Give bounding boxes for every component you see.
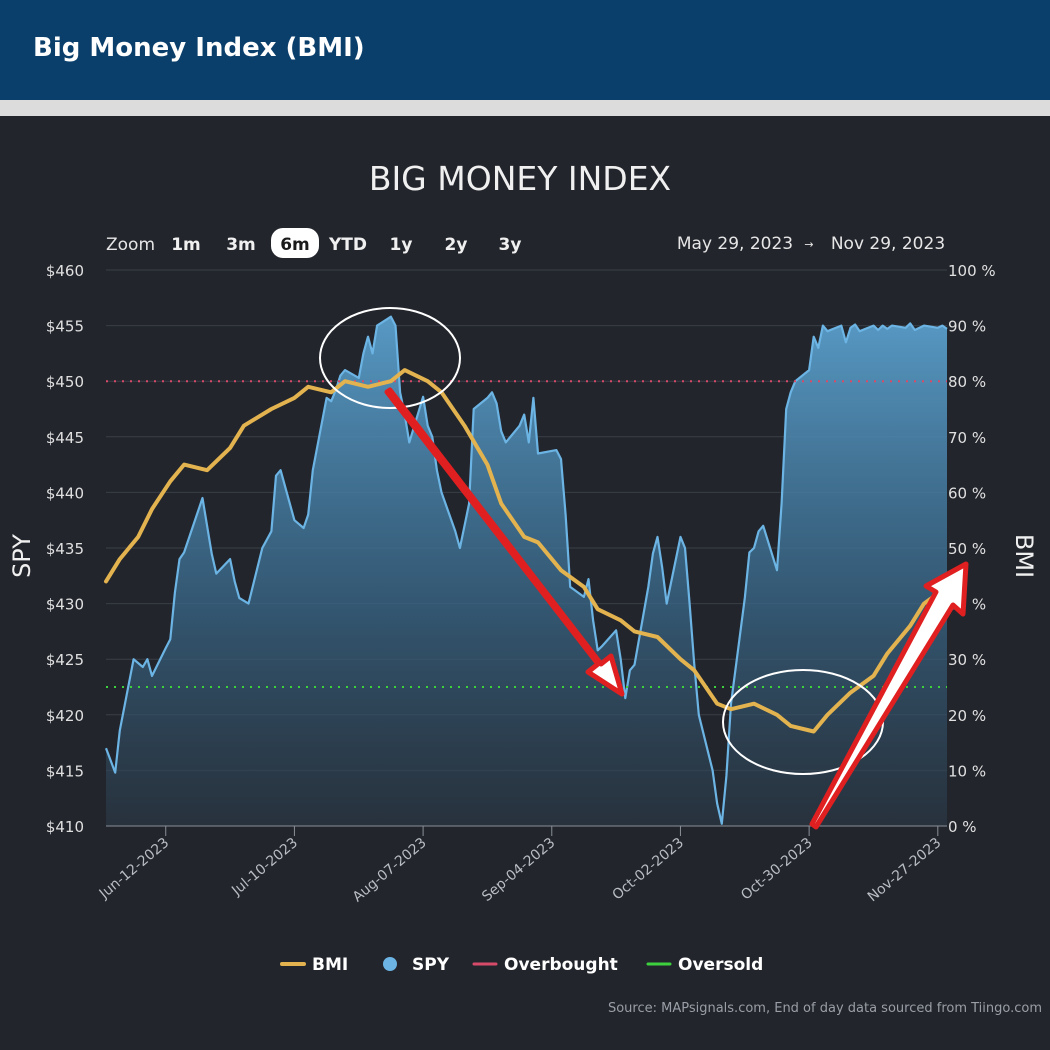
- range-arrow: →: [804, 238, 813, 251]
- annotation-arrow-down: [384, 387, 625, 697]
- source-note: Source: MAPsignals.com, End of day data …: [608, 1001, 1042, 1016]
- x-tick-label: Jun-12-2023: [96, 835, 172, 903]
- y2-tick-label: 60 %: [948, 484, 986, 502]
- y-axis-label: SPY: [8, 534, 36, 578]
- zoom-buttons: 1m 3m 6m YTD 1y 2y 3y: [171, 228, 521, 258]
- header-divider: [0, 100, 1050, 116]
- chart-title: BIG MONEY INDEX: [369, 159, 671, 198]
- annotation-layer: [319, 307, 969, 830]
- bmi-chart: BIG MONEY INDEX Zoom 1m 3m 6m YTD 1y 2y 3y May…: [8, 159, 1042, 1016]
- range-start-date[interactable]: May 29, 2023: [677, 234, 793, 254]
- y2-tick-label: 50 %: [948, 540, 986, 558]
- y-tick-label: $410: [46, 818, 84, 836]
- annotation-arrow-up: [809, 561, 969, 830]
- y-tick-label: $435: [46, 540, 84, 558]
- x-tick-label: Oct-30-2023: [738, 835, 816, 904]
- bmi-series-line: [104, 368, 949, 734]
- y-tick-label: $440: [46, 484, 84, 502]
- y2-axis-ticks: 100 %90 %80 %70 %60 %50 %40 %30 %20 %10 …: [948, 262, 996, 836]
- zoom-button-6m[interactable]: 6m: [280, 235, 310, 255]
- y-tick-label: $455: [46, 318, 84, 336]
- legend-swatch: [383, 957, 397, 971]
- legend-item-bmi[interactable]: BMI: [312, 955, 348, 975]
- y2-tick-label: 10 %: [948, 762, 986, 780]
- bmi-line: [104, 368, 949, 734]
- zoom-button-ytd[interactable]: YTD: [328, 235, 367, 255]
- y2-tick-label: 80 %: [948, 373, 986, 391]
- x-tick-label: Aug-07-2023: [350, 835, 430, 906]
- y-axis-ticks: $460 $455 $450 $445 $440 $435 $430 $425 $420 $415…: [46, 262, 84, 836]
- x-tick-label: Oct-02-2023: [610, 835, 688, 904]
- zoom-button-1y[interactable]: 1y: [390, 235, 413, 255]
- y2-tick-label: 20 %: [948, 707, 986, 725]
- legend: BMI SPY Overbought Oversold: [280, 955, 763, 975]
- x-axis-ticks: Jun-12-2023 Jul-10-2023 Aug-07-2023 Sep-04-…: [96, 825, 947, 906]
- page-header: Big Money Index (BMI): [0, 0, 1050, 100]
- y-tick-label: $445: [46, 429, 84, 447]
- annotation-circle-top: [319, 307, 461, 409]
- legend-item-spy[interactable]: SPY: [412, 955, 450, 975]
- spy-series-line: [104, 315, 948, 825]
- zoom-button-2y[interactable]: 2y: [445, 235, 468, 255]
- y2-axis-label: BMI: [1010, 534, 1038, 578]
- page-title: Big Money Index (BMI): [33, 33, 365, 63]
- range-end-date[interactable]: Nov 29, 2023: [831, 234, 945, 254]
- legend-item-overbought[interactable]: Overbought: [504, 955, 618, 975]
- y-tick-label: $420: [46, 707, 84, 725]
- y-tick-label: $460: [46, 262, 84, 280]
- y-tick-label: $450: [46, 373, 84, 391]
- y2-tick-label: 30 %: [948, 651, 986, 669]
- x-tick-label: Nov-27-2023: [865, 835, 945, 905]
- x-tick-label: Sep-04-2023: [479, 835, 558, 905]
- zoom-button-1m[interactable]: 1m: [171, 235, 201, 255]
- x-tick-label: Jul-10-2023: [228, 835, 301, 900]
- y-tick-label: $430: [46, 596, 84, 614]
- y-tick-label: $425: [46, 651, 84, 669]
- zoom-selected-bg: [271, 228, 319, 258]
- zoom-button-3y[interactable]: 3y: [499, 235, 522, 255]
- y2-tick-label: 100 %: [948, 262, 996, 280]
- y-tick-label: $415: [46, 762, 84, 780]
- y2-tick-label: 90 %: [948, 318, 986, 336]
- zoom-label: Zoom: [106, 235, 155, 255]
- chart-panel: BIG MONEY INDEX Zoom 1m 3m 6m YTD 1y 2y 3y May…: [0, 116, 1050, 1050]
- zoom-button-3m[interactable]: 3m: [226, 235, 256, 255]
- y2-tick-label: 70 %: [948, 429, 986, 447]
- legend-item-oversold[interactable]: Oversold: [678, 955, 763, 975]
- y2-tick-label: 0 %: [948, 818, 977, 836]
